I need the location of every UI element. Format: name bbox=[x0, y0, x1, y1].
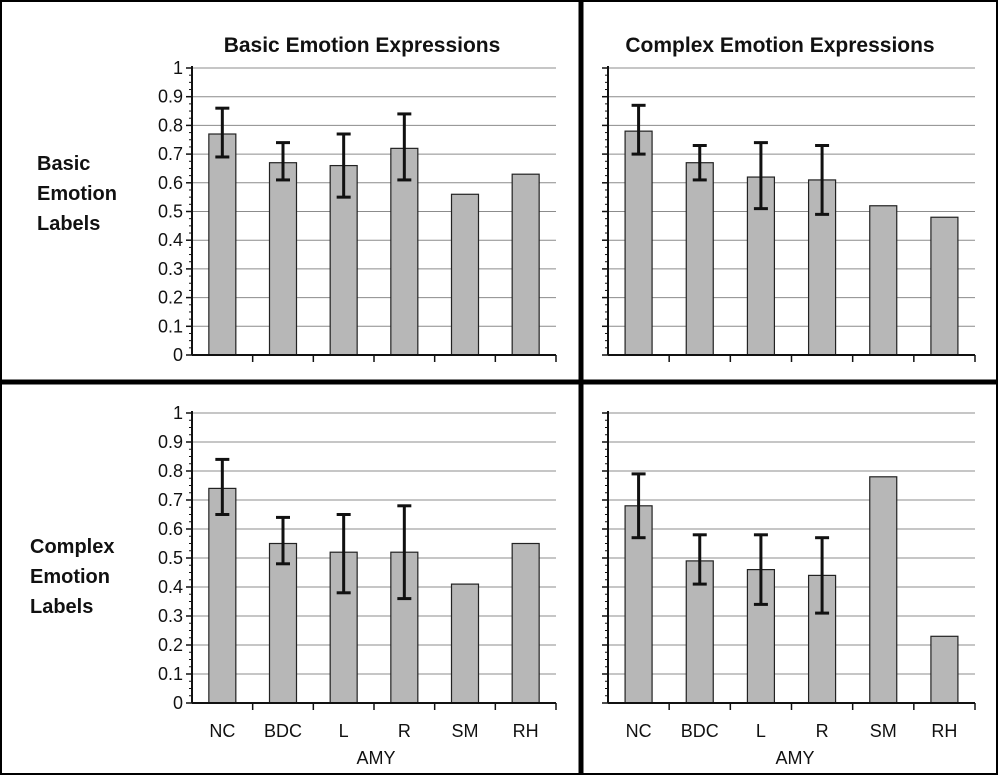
y-tick-label: 0.8 bbox=[158, 461, 183, 481]
y-tick-label: 0.8 bbox=[158, 115, 183, 135]
category-label-rh: RH bbox=[513, 721, 539, 741]
panel-basic-labels-complex-expressions bbox=[602, 66, 976, 362]
bar-bdc bbox=[268, 542, 298, 704]
bar-nc bbox=[208, 487, 237, 704]
category-label-bdc: BDC bbox=[681, 721, 719, 741]
category-label-rh: RH bbox=[931, 721, 957, 741]
y-tick-label: 1 bbox=[173, 403, 183, 423]
bar-sm bbox=[869, 476, 898, 704]
y-tick-label: 0.6 bbox=[158, 519, 183, 539]
y-tick-label: 0.6 bbox=[158, 173, 183, 193]
category-label-bdc: BDC bbox=[264, 721, 302, 741]
row-label-basic-line-1: Basic bbox=[37, 153, 90, 175]
group-label-left: AMY bbox=[356, 748, 395, 768]
bar-sm bbox=[450, 583, 480, 704]
bar-r bbox=[390, 147, 419, 356]
y-tick-label: 0.9 bbox=[158, 87, 183, 107]
category-label-r: R bbox=[816, 721, 829, 741]
y-tick-label: 0 bbox=[173, 345, 183, 365]
panel-complex-labels-complex-expressions: NC BDC L R SM RH bbox=[602, 411, 976, 741]
y-tick-label: 0 bbox=[173, 693, 183, 713]
panel-complex-labels-basic-expressions: 0 0.1 0.2 0.3 0.4 0.5 0.6 0.7 0.8 0.9 1 NC BDC L R SM RH bbox=[158, 403, 557, 741]
y-tick-label: 0.4 bbox=[158, 577, 183, 597]
row-label-basic-line-3: Labels bbox=[37, 213, 100, 235]
bar-rh bbox=[930, 635, 959, 704]
bar-sm bbox=[869, 205, 898, 356]
y-tick-label: 0.5 bbox=[158, 548, 183, 568]
y-tick-label: 0.1 bbox=[158, 664, 183, 684]
row-label-complex-line-2: Emotion bbox=[30, 566, 110, 588]
category-label-l: L bbox=[756, 721, 766, 741]
panel-basic-labels-basic-expressions: 0 0.1 0.2 0.3 0.4 0.5 0.6 0.7 0.8 0.9 1 bbox=[158, 58, 557, 365]
bar-rh bbox=[511, 173, 540, 356]
y-tick-label: 0.7 bbox=[158, 144, 183, 164]
y-tick-label: 0.4 bbox=[158, 230, 183, 250]
bar-bdc bbox=[685, 162, 714, 356]
y-tick-label: 0.2 bbox=[158, 635, 183, 655]
group-label-right: AMY bbox=[775, 748, 814, 768]
category-label-nc: NC bbox=[626, 721, 652, 741]
y-tick-label: 0.7 bbox=[158, 490, 183, 510]
bar-nc bbox=[624, 130, 653, 356]
column-title-complex-expressions: Complex Emotion Expressions bbox=[625, 34, 934, 57]
category-label-nc: NC bbox=[209, 721, 235, 741]
column-title-basic-expressions: Basic Emotion Expressions bbox=[224, 34, 501, 57]
row-label-complex-line-1: Complex bbox=[30, 536, 114, 558]
bar-bdc bbox=[268, 162, 298, 356]
y-tick-label: 0.3 bbox=[158, 606, 183, 626]
category-label-l: L bbox=[339, 721, 349, 741]
y-tick-label: 0.2 bbox=[158, 288, 183, 308]
bar-rh bbox=[930, 216, 959, 356]
y-tick-label: 0.3 bbox=[158, 259, 183, 279]
y-tick-label: 0.9 bbox=[158, 432, 183, 452]
y-tick-label: 0.1 bbox=[158, 316, 183, 336]
bar-sm bbox=[450, 193, 480, 356]
row-label-complex: Complex Emotion Labels bbox=[30, 536, 120, 618]
bar-r bbox=[807, 574, 837, 704]
row-label-basic: Basic Emotion Labels bbox=[37, 153, 123, 235]
category-label-sm: SM bbox=[452, 721, 479, 741]
row-label-basic-line-2: Emotion bbox=[37, 183, 117, 205]
category-label-r: R bbox=[398, 721, 411, 741]
y-tick-label: 1 bbox=[173, 58, 183, 78]
y-tick-label: 0.5 bbox=[158, 202, 183, 222]
bar-nc bbox=[208, 133, 237, 356]
bar-rh bbox=[511, 542, 540, 704]
category-label-sm: SM bbox=[870, 721, 897, 741]
row-label-complex-line-3: Labels bbox=[30, 596, 93, 618]
